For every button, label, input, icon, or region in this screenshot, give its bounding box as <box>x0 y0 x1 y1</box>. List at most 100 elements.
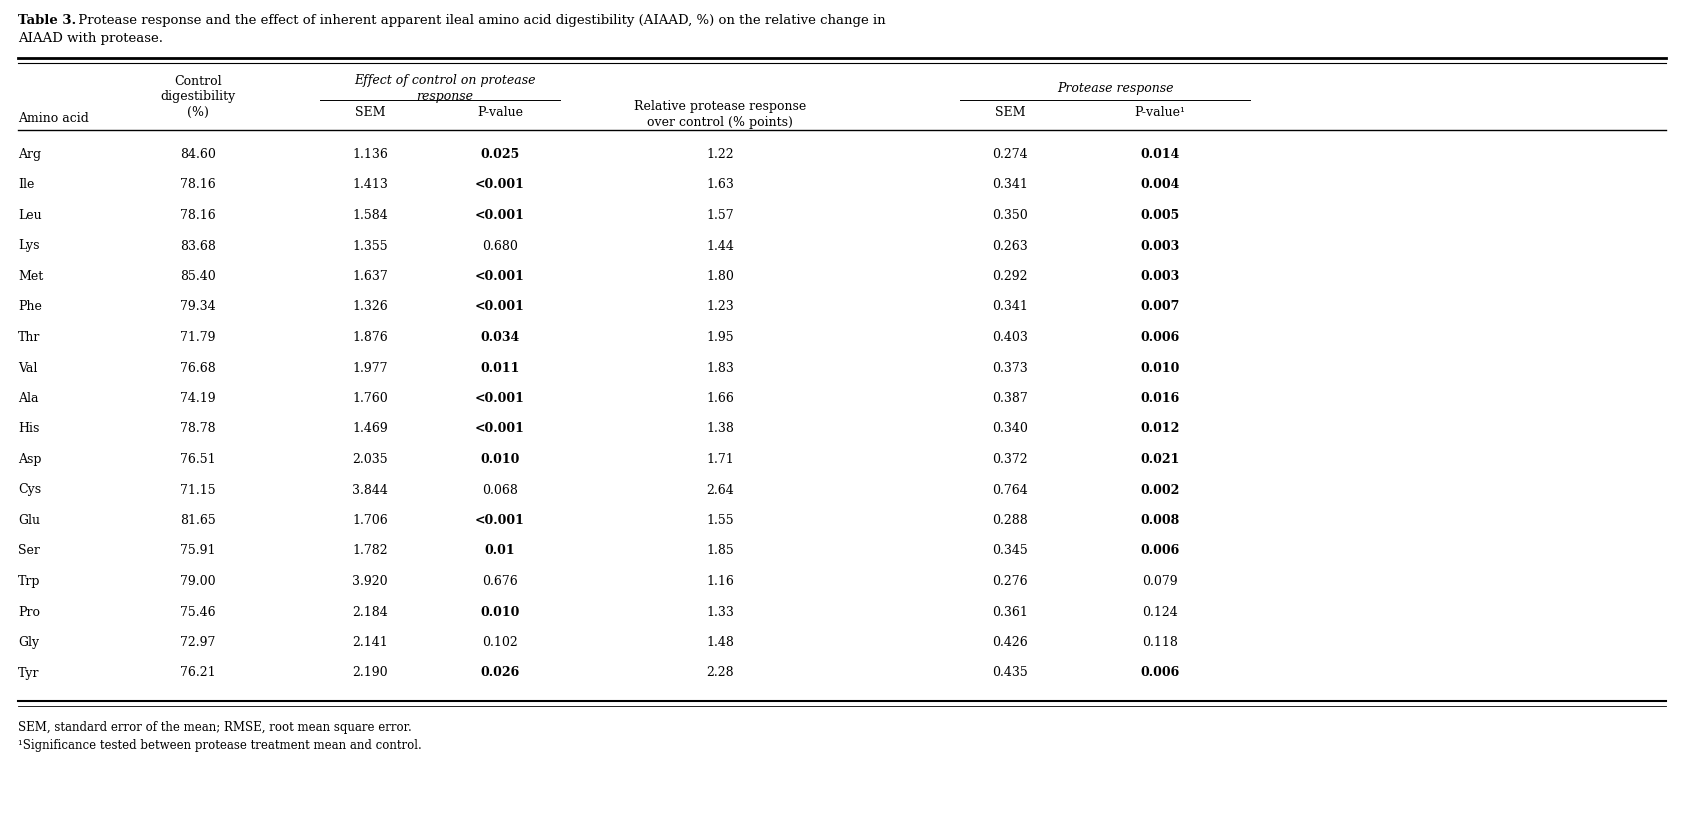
Text: 0.102: 0.102 <box>482 636 519 649</box>
Text: 0.008: 0.008 <box>1140 514 1179 527</box>
Text: Ile: Ile <box>19 179 34 192</box>
Text: P-value: P-value <box>477 106 524 119</box>
Text: 1.85: 1.85 <box>706 544 734 557</box>
Text: 1.977: 1.977 <box>352 361 387 375</box>
Text: 1.95: 1.95 <box>706 331 734 344</box>
Text: 85.40: 85.40 <box>180 270 216 283</box>
Text: 0.387: 0.387 <box>992 392 1027 405</box>
Text: 0.014: 0.014 <box>1140 148 1180 161</box>
Text: 2.64: 2.64 <box>706 484 734 496</box>
Text: 1.44: 1.44 <box>706 240 734 252</box>
Text: Amino acid: Amino acid <box>19 112 89 125</box>
Text: 0.274: 0.274 <box>992 148 1027 161</box>
Text: Trp: Trp <box>19 575 40 588</box>
Text: Effect of control on protease: Effect of control on protease <box>354 74 536 87</box>
Text: 3.920: 3.920 <box>352 575 387 588</box>
Text: 0.403: 0.403 <box>992 331 1027 344</box>
Text: Met: Met <box>19 270 44 283</box>
Text: 0.276: 0.276 <box>992 575 1027 588</box>
Text: 1.584: 1.584 <box>352 209 387 222</box>
Text: 1.57: 1.57 <box>706 209 734 222</box>
Text: 0.079: 0.079 <box>1142 575 1177 588</box>
Text: 76.51: 76.51 <box>180 453 216 466</box>
Text: Pro: Pro <box>19 605 40 619</box>
Text: 83.68: 83.68 <box>180 240 216 252</box>
Text: 1.782: 1.782 <box>352 544 387 557</box>
Text: 1.80: 1.80 <box>706 270 734 283</box>
Text: 1.136: 1.136 <box>352 148 387 161</box>
Text: Asp: Asp <box>19 453 42 466</box>
Text: 0.118: 0.118 <box>1142 636 1177 649</box>
Text: Control: Control <box>173 75 222 88</box>
Text: 2.28: 2.28 <box>706 667 734 680</box>
Text: 0.288: 0.288 <box>992 514 1027 527</box>
Text: response: response <box>416 90 473 103</box>
Text: 0.003: 0.003 <box>1140 240 1179 252</box>
Text: <0.001: <0.001 <box>475 270 525 283</box>
Text: 74.19: 74.19 <box>180 392 216 405</box>
Text: 1.66: 1.66 <box>706 392 734 405</box>
Text: 0.006: 0.006 <box>1140 667 1179 680</box>
Text: 2.184: 2.184 <box>352 605 387 619</box>
Text: 0.010: 0.010 <box>480 453 520 466</box>
Text: <0.001: <0.001 <box>475 209 525 222</box>
Text: 0.004: 0.004 <box>1140 179 1180 192</box>
Text: 0.01: 0.01 <box>485 544 515 557</box>
Text: <0.001: <0.001 <box>475 179 525 192</box>
Text: 0.016: 0.016 <box>1140 392 1179 405</box>
Text: 1.48: 1.48 <box>706 636 734 649</box>
Text: P-value¹: P-value¹ <box>1135 106 1186 119</box>
Text: 0.680: 0.680 <box>482 240 519 252</box>
Text: 1.413: 1.413 <box>352 179 387 192</box>
Text: SEM: SEM <box>995 106 1026 119</box>
Text: 0.007: 0.007 <box>1140 300 1180 313</box>
Text: 1.55: 1.55 <box>706 514 734 527</box>
Text: <0.001: <0.001 <box>475 514 525 527</box>
Text: 0.025: 0.025 <box>480 148 520 161</box>
Text: 79.00: 79.00 <box>180 575 216 588</box>
Text: 0.373: 0.373 <box>992 361 1027 375</box>
Text: 1.23: 1.23 <box>706 300 734 313</box>
Text: AIAAD with protease.: AIAAD with protease. <box>19 32 163 45</box>
Text: 1.469: 1.469 <box>352 423 387 436</box>
Text: Val: Val <box>19 361 37 375</box>
Text: 2.035: 2.035 <box>352 453 387 466</box>
Text: 1.355: 1.355 <box>352 240 387 252</box>
Text: <0.001: <0.001 <box>475 300 525 313</box>
Text: 0.021: 0.021 <box>1140 453 1180 466</box>
Text: SEM: SEM <box>355 106 386 119</box>
Text: Gly: Gly <box>19 636 39 649</box>
Text: Glu: Glu <box>19 514 40 527</box>
Text: 0.006: 0.006 <box>1140 331 1179 344</box>
Text: digestibility: digestibility <box>160 90 236 103</box>
Text: (%): (%) <box>187 106 209 119</box>
Text: 0.292: 0.292 <box>992 270 1027 283</box>
Text: 71.79: 71.79 <box>180 331 216 344</box>
Text: 0.010: 0.010 <box>480 605 520 619</box>
Text: 72.97: 72.97 <box>180 636 216 649</box>
Text: Tyr: Tyr <box>19 667 39 680</box>
Text: 0.345: 0.345 <box>992 544 1027 557</box>
Text: 2.190: 2.190 <box>352 667 387 680</box>
Text: 78.16: 78.16 <box>180 209 216 222</box>
Text: 2.141: 2.141 <box>352 636 387 649</box>
Text: 0.005: 0.005 <box>1140 209 1179 222</box>
Text: <0.001: <0.001 <box>475 392 525 405</box>
Text: 1.760: 1.760 <box>352 392 387 405</box>
Text: 76.68: 76.68 <box>180 361 216 375</box>
Text: Protease response and the effect of inherent apparent ileal amino acid digestibi: Protease response and the effect of inhe… <box>74 14 886 27</box>
Text: Ala: Ala <box>19 392 39 405</box>
Text: 71.15: 71.15 <box>180 484 216 496</box>
Text: 0.435: 0.435 <box>992 667 1027 680</box>
Text: 1.876: 1.876 <box>352 331 387 344</box>
Text: ¹Significance tested between protease treatment mean and control.: ¹Significance tested between protease tr… <box>19 739 421 752</box>
Text: Phe: Phe <box>19 300 42 313</box>
Text: over control (% points): over control (% points) <box>647 116 793 129</box>
Text: 0.341: 0.341 <box>992 300 1027 313</box>
Text: 0.764: 0.764 <box>992 484 1027 496</box>
Text: Leu: Leu <box>19 209 42 222</box>
Text: 1.63: 1.63 <box>706 179 734 192</box>
Text: Arg: Arg <box>19 148 40 161</box>
Text: Thr: Thr <box>19 331 40 344</box>
Text: 0.026: 0.026 <box>480 667 520 680</box>
